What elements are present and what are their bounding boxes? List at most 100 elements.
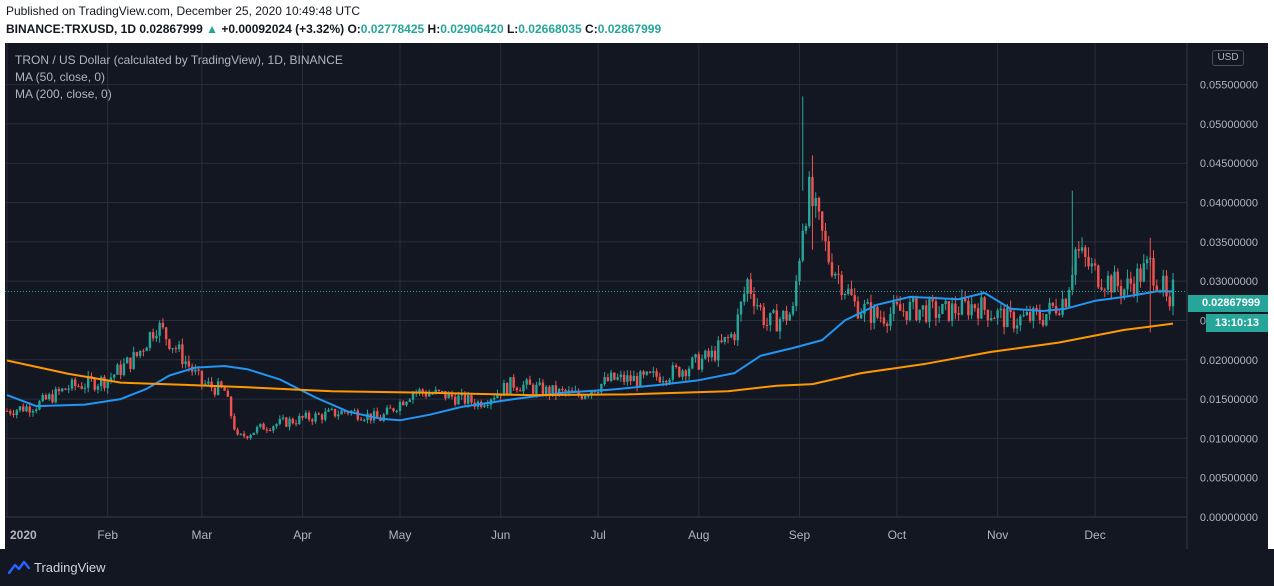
candle-body [213,387,217,395]
candle-body [980,297,983,319]
candle-body [54,388,57,403]
candle-body [762,306,765,326]
candle-body [746,279,749,294]
candle-body [730,334,733,338]
candle-body [691,357,694,369]
candle-body [51,394,54,403]
candle-body [324,411,327,420]
candle-body [743,293,746,302]
candle-body [1041,320,1045,326]
candle-body [1139,268,1142,282]
y-tick-label: 0.01500000 [1200,394,1258,406]
candle-body [1110,275,1113,293]
candle-body [395,410,398,412]
legend-title: TRON / US Dollar (calculated by TradingV… [15,53,343,67]
candle-body [1103,289,1106,291]
candle-body [986,309,990,321]
candle-body [431,393,434,395]
legend-ma200[interactable]: MA (200, close, 0) [15,87,112,101]
candle-body [522,384,525,392]
candle-body [1028,311,1032,321]
x-tick-label: Feb [97,528,118,542]
candle-body [1129,278,1132,284]
candle-body [15,410,18,416]
candle-body [739,301,743,315]
candle-body [798,260,801,282]
candle-body [298,415,301,424]
candle-body [200,370,204,385]
candle-body [382,414,385,421]
candle-body [551,385,554,396]
candle-body [707,350,710,358]
candle-body [895,301,899,305]
x-tick-label: Jul [590,528,605,542]
footer: TradingView [0,549,1274,586]
candle-body [1171,279,1175,307]
candle-body [116,364,119,375]
candle-body [726,337,730,339]
candle-body [242,433,246,437]
candle-body [655,371,658,377]
candle-body [158,322,161,336]
candle-body [778,319,782,332]
candle-body [402,401,405,406]
candle-body [999,308,1003,311]
candle-body [902,310,905,312]
candle-body [817,197,821,212]
candle-body [869,302,873,323]
candle-body [1067,289,1071,308]
candle-body [658,376,662,383]
y-tick-label: 0.00500000 [1200,473,1258,485]
candle-body [252,432,256,436]
candle-body [1113,271,1116,293]
tradingview-logo-icon[interactable] [8,560,30,574]
candle-body [856,301,860,319]
y-tick-label: 0.01000000 [1200,433,1258,445]
candle-body [1165,275,1168,297]
candle-body [226,390,230,397]
candle-body [872,306,876,323]
candle-body [765,325,769,327]
candle-body [356,410,359,420]
candle-body [434,389,437,394]
tradingview-brand[interactable]: TradingView [34,560,106,575]
candle-body [135,352,139,356]
candle-body [467,394,470,404]
candle-body [148,332,152,348]
candle-body [931,299,934,302]
candle-body [700,358,704,370]
candle-body [960,297,964,315]
candle-body [340,410,343,415]
candle-body [911,297,915,302]
candle-body [61,388,64,392]
chart-panel[interactable]: 0.05500000 0.05000000 0.04500000 0.04000000… [5,43,1268,549]
countdown-tag: 13:10:13 [1206,314,1268,332]
candle-body [207,381,210,384]
candle-body [619,374,623,378]
candle-body [892,301,895,314]
candle-body [684,370,688,377]
candle-body [921,305,925,310]
candle-body [882,317,886,324]
price-chart[interactable]: 0.05500000 0.05000000 0.04500000 0.04000000… [5,43,1268,549]
candle-body [1168,296,1171,307]
candle-body [463,392,467,404]
candle-body [918,309,921,321]
y-tick-label: 0.05500000 [1200,80,1258,92]
candle-body [1126,278,1129,290]
candle-body [301,415,304,418]
legend-ma50[interactable]: MA (50, close, 0) [15,70,106,84]
candle-body [652,371,655,373]
y-tick-label: 0.00000000 [1200,512,1258,524]
candle-body [593,391,597,393]
candle-body [944,301,947,305]
candle-body [288,418,291,427]
candle-body [1123,289,1126,296]
currency-label[interactable]: USD [1212,50,1244,66]
candle-body [486,404,489,406]
candle-body [22,406,25,412]
candle-body [908,301,912,321]
candle-body [112,374,116,378]
candle-body [1045,314,1048,326]
y-tick-label: 0.04000000 [1200,198,1258,210]
